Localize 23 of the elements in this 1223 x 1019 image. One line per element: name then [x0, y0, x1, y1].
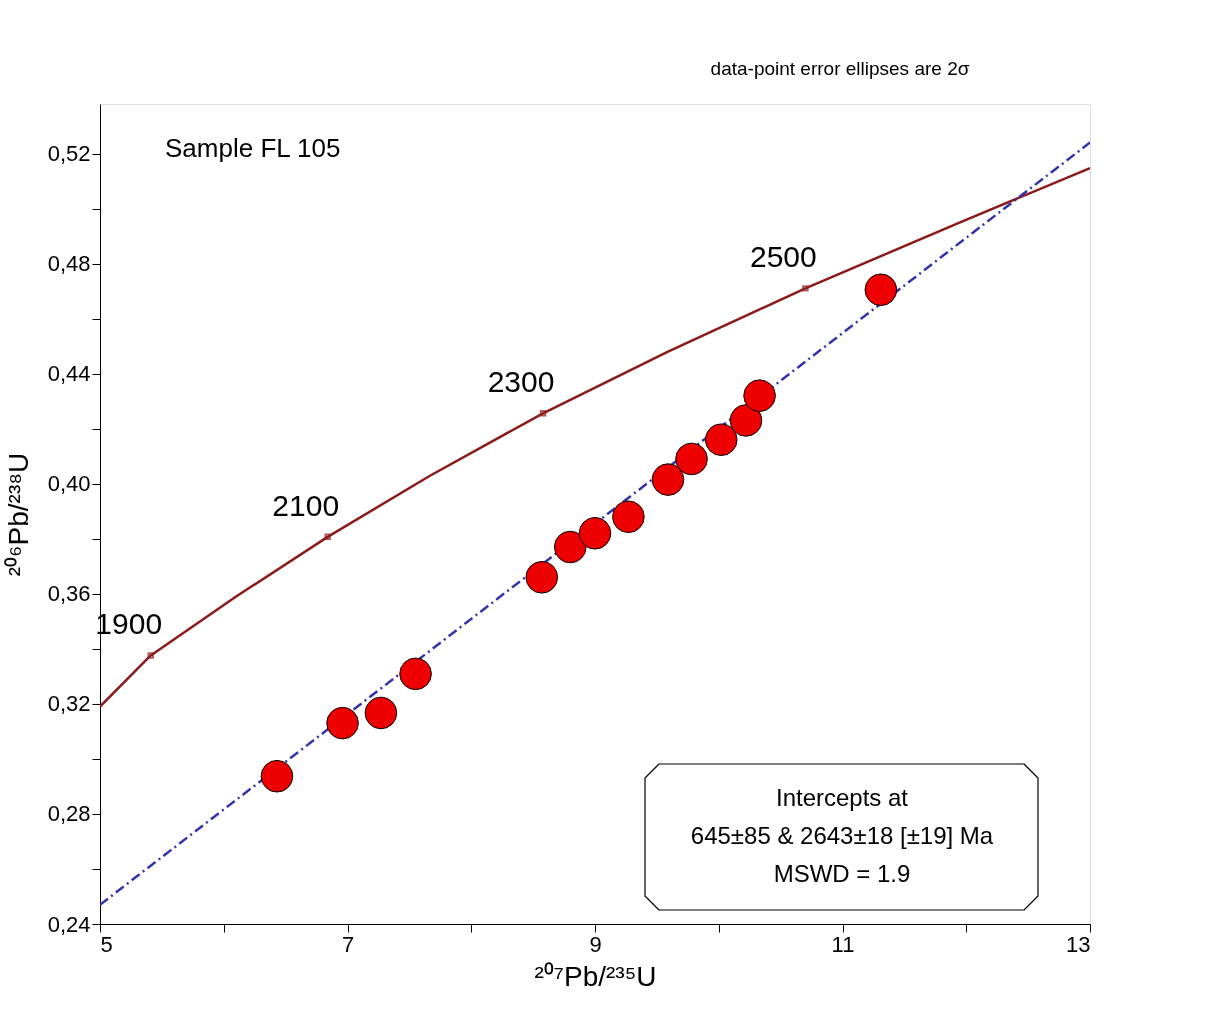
annotation: 2500 — [750, 240, 817, 274]
y-tick-label: 0,24 — [47, 911, 91, 937]
y-tick-label: 0,48 — [47, 251, 91, 277]
x-tick-label: 9 — [589, 931, 602, 957]
text: data-point error ellipses are 2σ — [710, 58, 970, 79]
annotation: 2100 — [272, 488, 340, 522]
x-tick-label: 7 — [341, 931, 355, 957]
y-tick-label: 0,32 — [47, 691, 91, 717]
annotation: Sample FL 105 — [165, 133, 341, 163]
annotation: MSWD = 1.9 — [773, 860, 911, 887]
y-tick-label: 0,52 — [47, 141, 91, 167]
y-axis-title: ²⁰⁶Pb/²³⁸U — [2, 452, 34, 577]
y-tick-label: 0,44 — [47, 361, 91, 387]
y-tick-label: 0,40 — [47, 471, 91, 497]
y-tick-label: 0,36 — [47, 581, 91, 607]
y-tick-label: 0,28 — [47, 801, 91, 827]
annotation: 2300 — [487, 365, 555, 399]
annotation: 645±85 & 2643±18 [±19] Ma — [690, 822, 994, 849]
x-tick-label: 5 — [100, 931, 113, 957]
x-tick-label: 13 — [1066, 931, 1091, 957]
x-tick-label: 11 — [831, 931, 855, 957]
annotation: Intercepts at — [775, 784, 909, 811]
x-axis-title: ²⁰⁷Pb/²³⁵U — [534, 960, 657, 992]
